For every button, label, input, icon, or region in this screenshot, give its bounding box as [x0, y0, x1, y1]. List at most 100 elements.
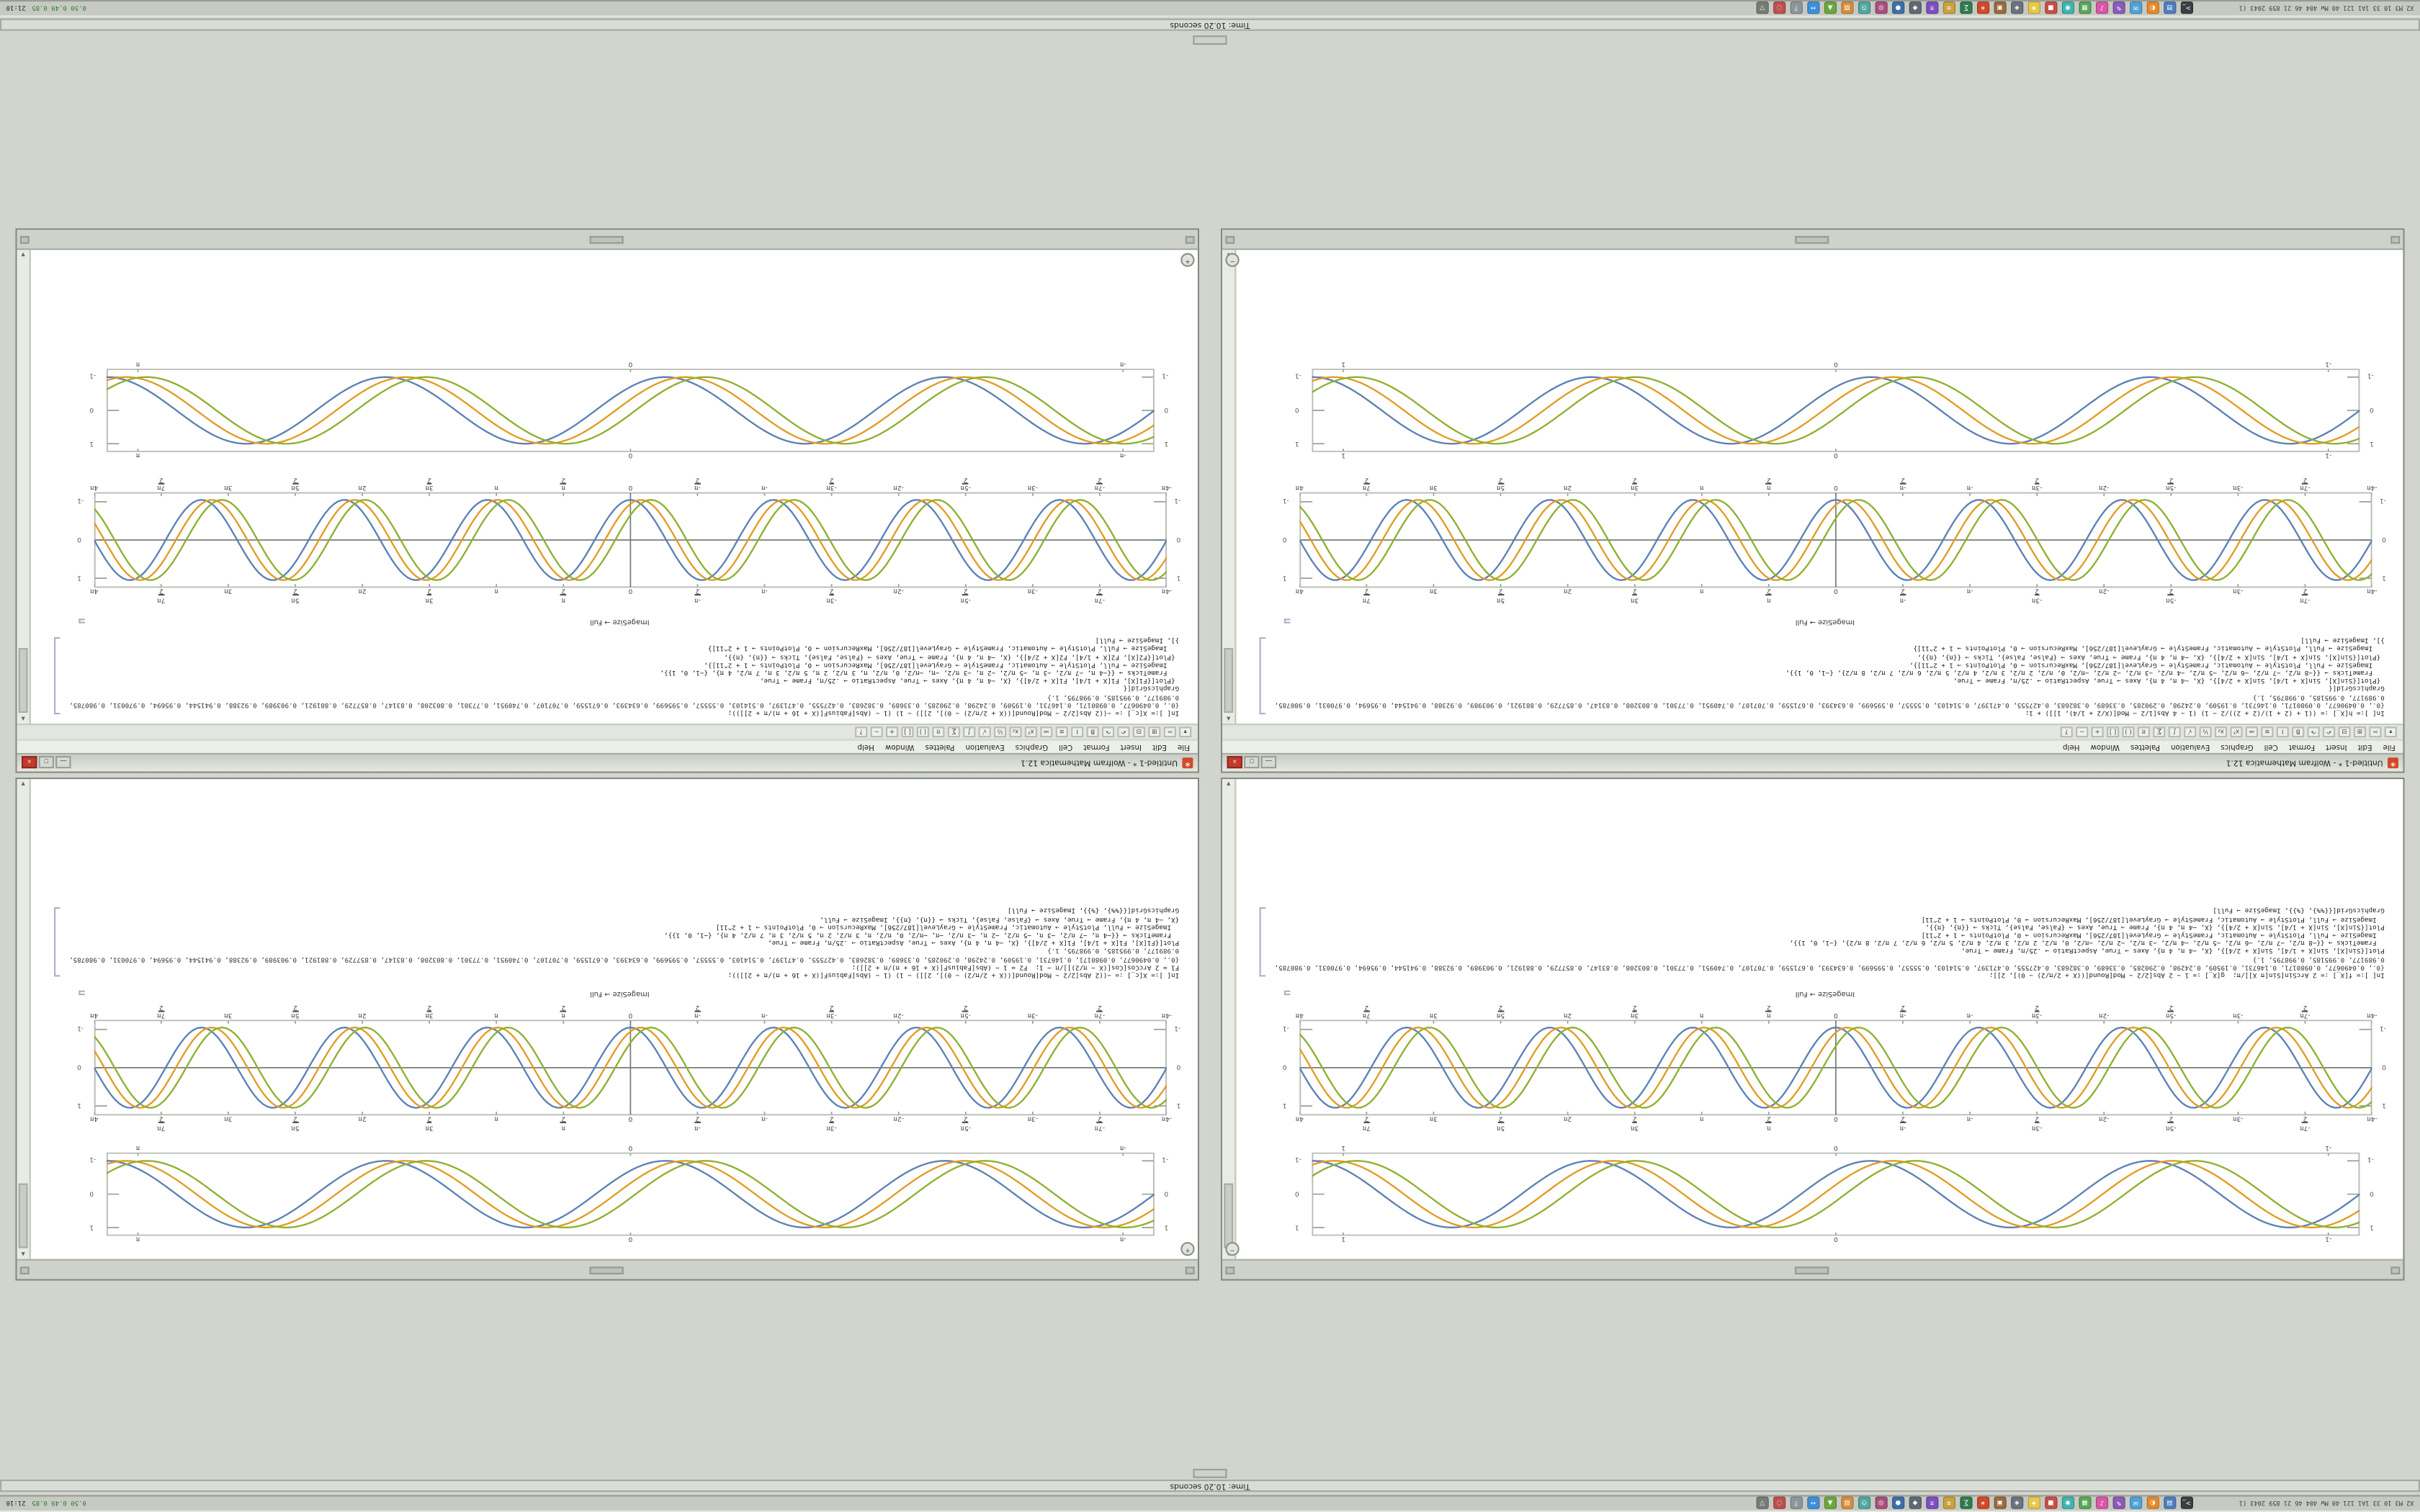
games-icon[interactable]: ▲ — [1824, 2, 1837, 15]
help-icon[interactable]: ? — [2060, 726, 2073, 738]
window-border-bottom[interactable] — [17, 230, 1198, 251]
window-border-top[interactable] — [1222, 1259, 2403, 1279]
scroll-up-icon[interactable]: ▲ — [21, 716, 25, 722]
camera-icon[interactable]: ◎ — [1875, 1497, 1888, 1510]
vertical-scrollbar[interactable]: ▲ ▼ — [17, 250, 31, 724]
scroll-down-icon[interactable]: ▼ — [1227, 780, 1231, 787]
minimize-button[interactable]: — — [1260, 757, 1277, 770]
fraction-icon[interactable]: ½ — [994, 726, 1007, 738]
close-button[interactable]: × — [22, 757, 37, 770]
disk-icon[interactable]: ● — [1891, 1497, 1904, 1510]
plus-icon[interactable]: + — [886, 726, 899, 738]
clock-app-icon[interactable]: ◷ — [1857, 1497, 1870, 1510]
menu-help[interactable]: Help — [857, 742, 874, 751]
italic-icon[interactable]: I — [1071, 726, 1084, 738]
window-drag-handle[interactable] — [1796, 1266, 1830, 1274]
bold-icon[interactable]: B — [2292, 726, 2305, 738]
camera-icon[interactable]: ◎ — [1875, 2, 1888, 15]
pi-icon[interactable]: π — [932, 726, 945, 738]
notes-icon[interactable]: ≡ — [1942, 1497, 1955, 1510]
strip-handle-top[interactable] — [1193, 1469, 1227, 1478]
calculator-icon[interactable]: ▦ — [2079, 2, 2092, 15]
music-player-icon[interactable]: ♪ — [2095, 2, 2108, 15]
menu-insert[interactable]: Insert — [1120, 742, 1142, 751]
menu-cell[interactable]: Cell — [2264, 742, 2278, 751]
sqrt-icon[interactable]: √ — [978, 726, 991, 738]
window-border-top[interactable] — [17, 1259, 1198, 1279]
favorites-icon[interactable]: ★ — [2027, 1497, 2040, 1510]
editor-icon[interactable]: ✎ — [2112, 2, 2125, 15]
paste-icon[interactable]: ⊟ — [2338, 726, 2351, 738]
disk-icon[interactable]: ● — [1891, 2, 1904, 15]
minus-icon[interactable]: − — [2076, 726, 2089, 738]
align-left-icon[interactable]: ≡ — [1055, 726, 1068, 738]
window-zoom-button[interactable]: + — [1180, 1242, 1195, 1256]
menu-file[interactable]: File — [2383, 742, 2396, 751]
viewer-icon[interactable]: ◈ — [2010, 1497, 2023, 1510]
kernel-icon[interactable]: π — [1925, 1497, 1939, 1510]
vertical-scrollbar[interactable]: ▲ ▼ — [1222, 779, 1237, 1259]
integral-icon[interactable]: ∫ — [2168, 726, 2181, 738]
kernel-icon[interactable]: π — [1925, 2, 1939, 15]
mathematica-icon[interactable]: ∗ — [1976, 2, 1989, 15]
notes-icon[interactable]: ≡ — [1942, 2, 1955, 15]
menu-file[interactable]: File — [1177, 742, 1191, 751]
scrollbar-thumb[interactable] — [1224, 1183, 1234, 1248]
vertical-scrollbar[interactable]: ▲ ▼ — [1222, 250, 1237, 724]
fraction-icon[interactable]: ½ — [2199, 726, 2212, 738]
code-cell[interactable]: In[ ]:= h[X_] := ((1 + (2 + 1)/(2 + 2))/… — [1272, 636, 2385, 716]
scroll-up-icon[interactable]: ▲ — [1227, 716, 1231, 722]
menu-palettes[interactable]: Palettes — [925, 742, 955, 751]
close-button[interactable]: × — [1227, 757, 1242, 770]
menu-format[interactable]: Format — [1083, 742, 1110, 751]
maximize-button[interactable]: □ — [38, 757, 55, 770]
help-app-icon[interactable]: ? — [1790, 1497, 1803, 1510]
integral-icon[interactable]: ∫ — [963, 726, 976, 738]
network-icon[interactable]: ↔ — [1806, 1497, 1820, 1510]
italic-icon[interactable]: I — [2276, 726, 2289, 738]
network-icon[interactable]: ↔ — [1806, 2, 1820, 15]
file-manager-icon[interactable]: ▤ — [2163, 2, 2177, 15]
mail-icon[interactable]: ✉ — [2129, 2, 2142, 15]
viewer-icon[interactable]: ◈ — [2010, 2, 2023, 15]
code-cell[interactable]: In[ ]:= X[c_] := −((2 Abs[2/2 − Mod[Roun… — [66, 636, 1179, 716]
brackets-icon[interactable]: [ ] — [2107, 726, 2120, 738]
cut-icon[interactable]: ✂ — [1163, 726, 1176, 738]
minus-icon[interactable]: − — [870, 726, 883, 738]
subscript-icon[interactable]: x₂ — [1009, 726, 1022, 738]
vertical-scrollbar[interactable]: ▲ ▼ — [17, 779, 31, 1259]
paint-icon[interactable]: ▨ — [1841, 2, 1854, 15]
superscript-icon[interactable]: x² — [1024, 726, 1037, 738]
menu-cell[interactable]: Cell — [1059, 742, 1073, 751]
browser-icon[interactable]: ◐ — [2146, 1497, 2159, 1510]
trash-icon[interactable]: ▽ — [1756, 1497, 1769, 1510]
mail-icon[interactable]: ✉ — [2129, 1497, 2142, 1510]
help-app-icon[interactable]: ? — [1790, 2, 1803, 15]
subscript-icon[interactable]: x₂ — [2215, 726, 2228, 738]
sum-icon[interactable]: ∑ — [947, 726, 960, 738]
scrollbar-thumb[interactable] — [18, 648, 28, 714]
brackets-icon[interactable]: [ ] — [901, 726, 914, 738]
menu-evaluation[interactable]: Evaluation — [965, 742, 1005, 751]
cut-icon[interactable]: ✂ — [2369, 726, 2382, 738]
undo-icon[interactable]: ↶ — [1117, 726, 1130, 738]
file-manager-icon[interactable]: ▤ — [2163, 1497, 2177, 1510]
window-titlebar[interactable]: ∗ Untitled-1 * - Wolfram Mathematica 12.… — [17, 752, 1198, 772]
music-player-icon[interactable]: ♪ — [2095, 1497, 2108, 1510]
chat-icon[interactable]: ◉ — [2061, 2, 2074, 15]
code-cell[interactable]: In[ ]:= X[c_] := −((2 Abs[2/2 − Mod[Roun… — [66, 906, 1179, 978]
align-center-icon[interactable]: ≔ — [1040, 726, 1053, 738]
window-border-bottom[interactable] — [1222, 230, 2403, 251]
code-cell[interactable]: In[ ]:= f[X_] := 2 ArcSin[Sin[π X]]/π; g… — [1272, 906, 2385, 978]
align-left-icon[interactable]: ≡ — [2261, 726, 2274, 738]
scrollbar-thumb[interactable] — [1224, 648, 1234, 714]
style-dropdown-icon[interactable]: ▾ — [1179, 726, 1192, 738]
menu-window[interactable]: Window — [2090, 742, 2120, 751]
menu-insert[interactable]: Insert — [2326, 742, 2347, 751]
menu-format[interactable]: Format — [2288, 742, 2316, 751]
search-app-icon[interactable]: ◌ — [1773, 1497, 1785, 1510]
menu-edit[interactable]: Edit — [2357, 742, 2372, 751]
window-titlebar[interactable]: ∗ Untitled-1 * - Wolfram Mathematica 12.… — [1222, 752, 2403, 772]
terminal-icon[interactable]: >_ — [2180, 2, 2193, 15]
copy-icon[interactable]: ⊞ — [2353, 726, 2366, 738]
